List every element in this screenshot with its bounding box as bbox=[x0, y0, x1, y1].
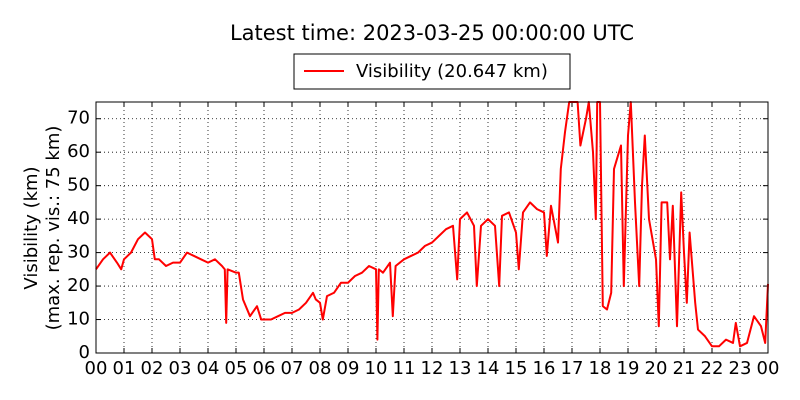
y-tick-label: 20 bbox=[67, 275, 90, 296]
x-tick-label: 22 bbox=[701, 358, 724, 379]
plot-frame bbox=[95, 101, 769, 354]
x-tick-label: 11 bbox=[393, 358, 416, 379]
x-tick-label: 14 bbox=[477, 358, 500, 379]
y-tick-label: 60 bbox=[67, 141, 90, 162]
x-tick-label: 10 bbox=[365, 358, 388, 379]
x-tick-label: 13 bbox=[449, 358, 472, 379]
x-tick-label: 19 bbox=[617, 358, 640, 379]
y-axis-label: Visibility (km) bbox=[21, 166, 42, 289]
x-tick-label: 23 bbox=[729, 358, 752, 379]
y-tick-label: 30 bbox=[67, 242, 90, 263]
x-tick-label: 17 bbox=[561, 358, 584, 379]
y-tick-label: 40 bbox=[67, 208, 90, 229]
y-tick-label: 0 bbox=[79, 342, 90, 363]
x-tick-label: 04 bbox=[197, 358, 220, 379]
x-tick-label: 07 bbox=[281, 358, 304, 379]
x-tick-label: 09 bbox=[337, 358, 360, 379]
x-tick-label: 03 bbox=[169, 358, 192, 379]
x-tick-label: 16 bbox=[533, 358, 556, 379]
x-tick-label: 00 bbox=[85, 358, 108, 379]
y-tick-label: 50 bbox=[67, 175, 90, 196]
x-tick-label: 21 bbox=[673, 358, 696, 379]
x-tick-label: 08 bbox=[309, 358, 332, 379]
data-line bbox=[95, 101, 769, 348]
x-tick-label: 00 bbox=[757, 358, 780, 379]
y-axis-label: (max. rep. vis.: 75 km) bbox=[43, 126, 64, 331]
x-tick-label: 05 bbox=[225, 358, 248, 379]
x-tick-label: 06 bbox=[253, 358, 276, 379]
x-tick-label: 18 bbox=[589, 358, 612, 379]
x-tick-label: 20 bbox=[645, 358, 668, 379]
y-tick-label: 70 bbox=[67, 108, 90, 129]
x-tick-label: 02 bbox=[141, 358, 164, 379]
chart-title: Latest time: 2023-03-25 00:00:00 UTC bbox=[230, 21, 634, 45]
x-tick-label: 01 bbox=[113, 358, 136, 379]
y-tick-label: 10 bbox=[67, 309, 90, 330]
legend-label: Visibility (20.647 km) bbox=[356, 61, 548, 82]
x-tick-label: 15 bbox=[505, 358, 528, 379]
x-tick-label: 12 bbox=[421, 358, 444, 379]
